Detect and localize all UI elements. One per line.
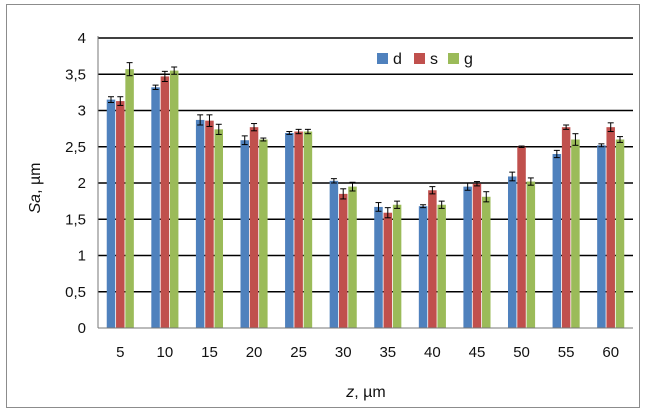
legend-swatch-g (448, 53, 459, 64)
bar-s-10 (161, 76, 170, 328)
legend-label-s: s (430, 51, 438, 68)
x-tick-label: 20 (246, 344, 263, 361)
bar-g-10 (170, 71, 179, 328)
bar-s-15 (205, 121, 214, 328)
y-tick-label: 3 (78, 103, 86, 120)
bar-s-60 (606, 127, 615, 328)
x-tick-label: 60 (602, 344, 619, 361)
bars (107, 69, 625, 328)
x-tick-label: 5 (116, 344, 124, 361)
bar-g-5 (125, 69, 134, 328)
bar-d-45 (463, 187, 472, 328)
x-tick-label: 30 (335, 344, 352, 361)
x-tick-label: 15 (201, 344, 218, 361)
bar-d-5 (107, 100, 116, 328)
y-tick-label: 1,5 (65, 211, 86, 228)
legend: d s g (377, 51, 473, 68)
bar-s-45 (473, 184, 482, 328)
bar-d-55 (553, 154, 562, 328)
bar-g-60 (616, 140, 625, 329)
chart-frame: 0 0,5 1 1,5 2 2,5 3 3,5 4 5 10 15 20 25 30 35 40 45 50 55 60… (6, 4, 640, 408)
x-tick-label: 45 (469, 344, 486, 361)
y-tick-label: 0 (78, 320, 86, 337)
bar-g-20 (259, 140, 268, 329)
bar-g-40 (437, 205, 446, 328)
bar-d-25 (285, 133, 294, 328)
bar-d-15 (196, 120, 205, 328)
legend-label-d: d (393, 51, 402, 68)
legend-swatch-s (414, 53, 425, 64)
bar-chart: 00,511,522,533,545 10 15 20 25 30 35 40 45 50 55 60… (7, 5, 639, 407)
bar-g-45 (482, 197, 491, 328)
y-tick-label: 2,5 (65, 139, 86, 156)
y-tick-label: 4 (78, 30, 86, 47)
bar-s-40 (428, 190, 437, 328)
bar-d-60 (597, 145, 606, 328)
bar-s-20 (250, 127, 259, 328)
bar-d-30 (330, 181, 339, 328)
bar-g-55 (571, 140, 580, 329)
bar-d-50 (508, 176, 517, 328)
bar-d-20 (240, 140, 249, 328)
bar-s-25 (294, 132, 303, 328)
x-tick-label: 25 (290, 344, 307, 361)
bar-g-30 (348, 187, 357, 328)
bar-g-35 (393, 205, 402, 328)
x-axis-title: z, µm (345, 384, 385, 401)
y-axis-title: Sa, µm (27, 162, 44, 213)
legend-swatch-d (377, 53, 388, 64)
bar-d-40 (419, 206, 428, 328)
legend-label-g: g (464, 51, 473, 68)
y-tick-label: 2 (78, 175, 86, 192)
x-tick-label: 40 (424, 344, 441, 361)
bar-d-35 (374, 207, 383, 328)
x-tick-label: 35 (379, 344, 396, 361)
y-tick-label: 1 (78, 248, 86, 265)
bar-d-10 (151, 87, 160, 328)
bar-s-35 (384, 213, 393, 328)
x-tick-label: 10 (157, 344, 174, 361)
bar-g-25 (304, 132, 313, 328)
bar-s-50 (517, 147, 526, 328)
bar-s-55 (562, 127, 571, 328)
y-tick-label: 0,5 (65, 284, 86, 301)
error-bars (108, 63, 623, 218)
bar-g-50 (527, 182, 536, 328)
bar-s-30 (339, 194, 348, 328)
x-tick-label: 55 (558, 344, 575, 361)
y-tick-label: 3,5 (65, 66, 86, 83)
x-tick-label: 50 (513, 344, 530, 361)
bar-g-15 (215, 129, 224, 328)
bar-s-5 (116, 101, 125, 328)
